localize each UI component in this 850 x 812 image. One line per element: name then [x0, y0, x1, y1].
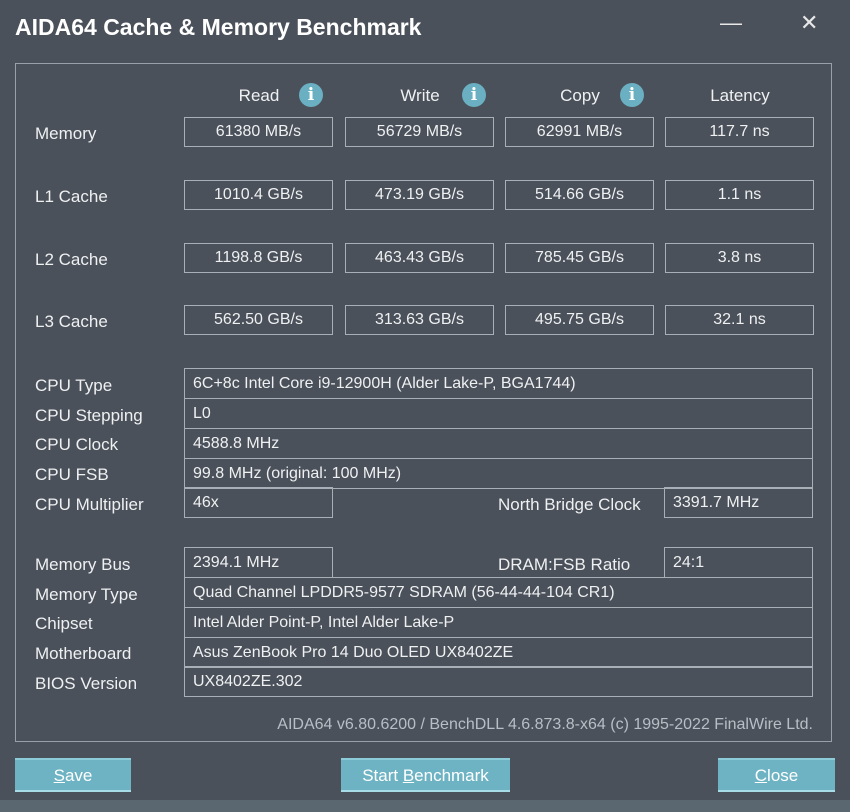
info-icon-write[interactable]: i	[462, 83, 486, 107]
latency-value: 32.1 ns	[665, 305, 814, 335]
write-value: 463.43 GB/s	[345, 243, 494, 273]
bench-row-label: Memory	[35, 124, 97, 143]
latency-value: 117.7 ns	[665, 117, 814, 147]
header-copy: Copy	[560, 86, 600, 105]
start-benchmark-button[interactable]: Start Benchmark	[341, 758, 510, 792]
bios-version-value: UX8402ZE.302	[184, 666, 813, 697]
latency-value: 3.8 ns	[665, 243, 814, 273]
chipset-label: Chipset	[35, 614, 93, 633]
save-label: ave	[64, 766, 93, 785]
write-value: 473.19 GB/s	[345, 180, 494, 210]
bench-row-label: L3 Cache	[35, 312, 108, 331]
version-footer: AIDA64 v6.80.6200 / BenchDLL 4.6.873.8-x…	[277, 716, 813, 733]
chipset-value: Intel Alder Point-P, Intel Alder Lake-P	[184, 607, 813, 638]
bench-row-label: L1 Cache	[35, 187, 108, 206]
header-latency: Latency	[710, 86, 770, 105]
bios-version-label: BIOS Version	[35, 674, 138, 693]
save-button[interactable]: Save	[15, 758, 131, 792]
close-label: lose	[767, 766, 799, 785]
memory-type-label: Memory Type	[35, 585, 138, 604]
start-label: Start	[362, 766, 403, 785]
nb-clock-value: 3391.7 MHz	[664, 487, 813, 518]
nb-clock-label: North Bridge Clock	[498, 495, 641, 514]
read-value: 1198.8 GB/s	[184, 243, 333, 273]
info-icon-read[interactable]: i	[299, 83, 323, 107]
taskbar-strip	[0, 800, 850, 812]
cpu-clock-label: CPU Clock	[35, 435, 119, 454]
memory-type-value: Quad Channel LPDDR5-9577 SDRAM (56-44-44…	[184, 577, 813, 608]
copy-value: 785.45 GB/s	[505, 243, 654, 273]
close-button[interactable]: Close	[718, 758, 835, 792]
cpu-stepping-label: CPU Stepping	[35, 406, 143, 425]
write-value: 313.63 GB/s	[345, 305, 494, 335]
read-value: 61380 MB/s	[184, 117, 333, 147]
latency-value: 1.1 ns	[665, 180, 814, 210]
results-panel	[15, 63, 832, 742]
cpu-stepping-value: L0	[184, 398, 813, 429]
copy-value: 495.75 GB/s	[505, 305, 654, 335]
read-value: 1010.4 GB/s	[184, 180, 333, 210]
cpu-clock-value: 4588.8 MHz	[184, 428, 813, 459]
cpu-fsb-value: 99.8 MHz (original: 100 MHz)	[184, 458, 813, 489]
dram-fsb-ratio-label: DRAM:FSB Ratio	[498, 555, 631, 574]
write-value: 56729 MB/s	[345, 117, 494, 147]
cpu-type-value: 6C+8c Intel Core i9-12900H (Alder Lake-P…	[184, 368, 813, 399]
start-label-rest: enchmark	[414, 766, 489, 785]
save-accel: S	[53, 766, 65, 785]
copy-value: 514.66 GB/s	[505, 180, 654, 210]
cpu-multiplier-label: CPU Multiplier	[35, 495, 144, 514]
cpu-multiplier-value: 46x	[184, 487, 333, 518]
dram-fsb-ratio-value: 24:1	[664, 547, 813, 578]
close-icon[interactable]: ✕	[800, 10, 819, 35]
memory-bus-value: 2394.1 MHz	[184, 547, 333, 578]
cpu-fsb-label: CPU FSB	[35, 465, 109, 484]
motherboard-label: Motherboard	[35, 644, 132, 663]
cpu-type-label: CPU Type	[35, 376, 113, 395]
motherboard-value: Asus ZenBook Pro 14 Duo OLED UX8402ZE	[184, 637, 813, 668]
close-accel: C	[754, 766, 768, 785]
copy-value: 62991 MB/s	[505, 117, 654, 147]
header-write: Write	[400, 86, 440, 105]
start-accel: B	[402, 766, 415, 785]
memory-bus-label: Memory Bus	[35, 555, 131, 574]
header-read: Read	[238, 86, 280, 105]
bench-row-label: L2 Cache	[35, 250, 108, 269]
minimize-icon[interactable]: —	[720, 10, 742, 35]
read-value: 562.50 GB/s	[184, 305, 333, 335]
window-title: AIDA64 Cache & Memory Benchmark	[15, 14, 422, 40]
info-icon-copy[interactable]: i	[620, 83, 644, 107]
